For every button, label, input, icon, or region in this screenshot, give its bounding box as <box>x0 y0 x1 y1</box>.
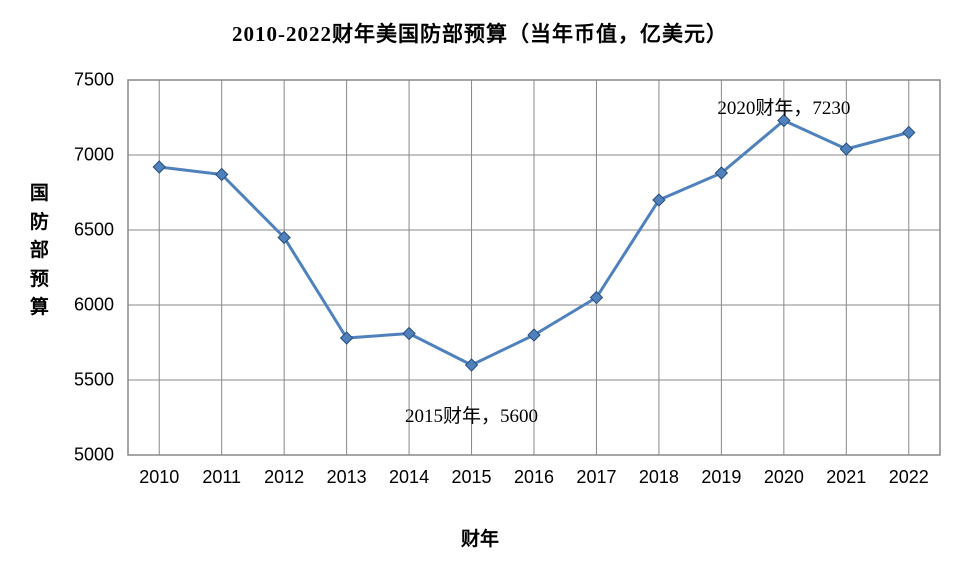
y-tick-label: 7000 <box>0 145 114 166</box>
data-annotation: 2020财年，7230 <box>717 93 850 120</box>
x-tick-label: 2012 <box>264 467 304 488</box>
data-point <box>153 161 165 173</box>
data-point <box>403 328 415 340</box>
x-axis-label: 财年 <box>0 524 960 551</box>
x-tick-label: 2015 <box>452 467 492 488</box>
plot-area <box>128 80 940 455</box>
y-tick-label: 5000 <box>0 445 114 466</box>
x-tick-label: 2019 <box>701 467 741 488</box>
data-point <box>903 127 915 139</box>
y-tick-label: 6500 <box>0 220 114 241</box>
data-annotation: 2015财年，5600 <box>405 401 538 428</box>
x-tick-label: 2018 <box>639 467 679 488</box>
data-point <box>840 143 852 155</box>
chart-title: 2010-2022财年美国防部预算（当年币值，亿美元） <box>0 18 960 48</box>
x-tick-label: 2011 <box>202 467 241 488</box>
y-tick-label: 6000 <box>0 295 114 316</box>
x-tick-label: 2020 <box>764 467 804 488</box>
x-tick-label: 2022 <box>889 467 929 488</box>
x-tick-label: 2021 <box>826 467 866 488</box>
x-tick-label: 2014 <box>389 467 429 488</box>
chart-container: 2010-2022财年美国防部预算（当年币值，亿美元） 国防部预算 财年 500… <box>0 0 960 565</box>
x-tick-label: 2010 <box>139 467 179 488</box>
x-tick-label: 2013 <box>327 467 367 488</box>
x-tick-label: 2017 <box>576 467 616 488</box>
data-point <box>466 359 478 371</box>
y-tick-label: 5500 <box>0 370 114 391</box>
y-tick-label: 7500 <box>0 70 114 91</box>
x-tick-label: 2016 <box>514 467 554 488</box>
